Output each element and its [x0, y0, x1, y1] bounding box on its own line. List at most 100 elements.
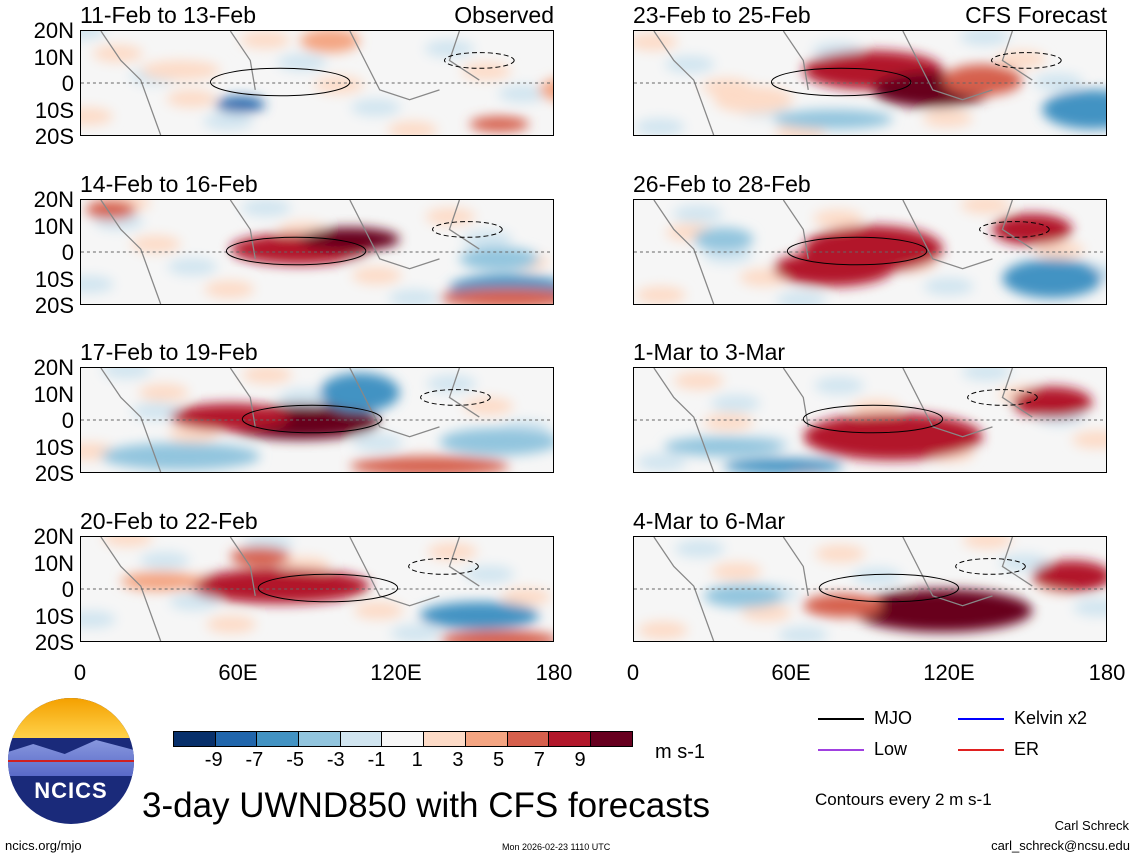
lat-tick: 10S: [34, 97, 74, 123]
colorbar-label: -3: [326, 749, 345, 771]
wind-anomaly: [1042, 89, 1106, 130]
wind-anomaly: [723, 458, 844, 472]
lat-tick: 0: [61, 71, 74, 96]
lat-tick: 20N: [33, 524, 74, 549]
panel-tag: Observed: [454, 2, 554, 28]
colorbar-label: -7: [245, 749, 264, 771]
lat-tick: 10N: [33, 213, 74, 239]
footer-author: Carl Schreck: [1054, 818, 1129, 833]
wind-anomaly: [319, 372, 400, 413]
lon-tick: 60E: [218, 660, 258, 685]
footer-email[interactable]: carl_schreck@ncsu.edu: [991, 838, 1130, 853]
lat-tick: 10S: [34, 603, 74, 629]
wind-anomaly: [300, 227, 400, 252]
lon-tick: 120E: [370, 660, 422, 685]
colorbar-swatch: [382, 732, 425, 746]
colorbar-swatch: [424, 732, 466, 746]
coastline: [653, 537, 1033, 641]
wind-anomaly: [230, 546, 291, 567]
lat-tick: 20S: [34, 124, 74, 149]
legend-mjo: MJO: [818, 708, 912, 729]
lon-tick: 180: [1088, 660, 1126, 685]
panel-title: 17-Feb to 19-Feb: [80, 339, 258, 365]
wind-anomaly: [459, 247, 540, 271]
coastline: [100, 537, 480, 641]
wind-anomaly: [439, 427, 553, 456]
wind-anomaly: [693, 227, 754, 252]
panel-tag: CFS Forecast: [965, 2, 1107, 28]
wind-anomaly: [773, 251, 893, 287]
wind-anomaly: [100, 442, 261, 471]
panel-title: 1-Mar to 3-Mar: [633, 339, 786, 365]
wind-anomaly: [1002, 258, 1103, 299]
map-panel: [80, 367, 554, 473]
panel-title: 11-Feb to 13-Feb: [80, 2, 257, 28]
lat-tick: 20N: [33, 187, 74, 212]
colorbar-swatch: [549, 732, 591, 746]
lat-tick: 10N: [33, 381, 74, 407]
legend-kelvin: Kelvin x2: [958, 708, 1087, 729]
figure-title: 3-day UWND850 with CFS forecasts: [142, 786, 710, 825]
coastline: [100, 368, 480, 472]
colorbar-label: -9: [204, 749, 223, 771]
wind-anomaly: [419, 601, 540, 630]
wind-anomaly: [703, 584, 784, 608]
colorbar-label: -1: [367, 749, 386, 771]
coastline: [653, 368, 1033, 472]
panel-title: 4-Mar to 6-Mar: [633, 508, 786, 534]
lon-tick: 60E: [771, 660, 811, 685]
panel-title: 23-Feb to 25-Feb: [633, 2, 811, 28]
colorbar-swatch: [340, 732, 383, 746]
colorbar-label: 7: [533, 749, 545, 771]
wind-anomaly: [140, 60, 221, 81]
ncics-logo: NCICS: [8, 698, 134, 824]
colorbar-label: 5: [493, 749, 505, 771]
coastline: [653, 200, 1033, 304]
wind-anomaly: [803, 593, 883, 618]
colorbar-swatch: [257, 732, 300, 746]
map-panel: [80, 199, 554, 305]
wind-anomaly: [1012, 386, 1093, 419]
footer-timestamp: Mon 2026-02-23 1110 UTC: [502, 842, 611, 852]
panel-title: 26-Feb to 28-Feb: [633, 171, 811, 197]
wind-anomaly: [853, 589, 1033, 633]
wind-anomaly: [663, 436, 784, 457]
colorbar-swatch: [465, 732, 508, 746]
footer-url[interactable]: ncics.org/mjo: [5, 838, 82, 853]
wind-anomaly: [85, 200, 136, 220]
wind-anomaly: [469, 116, 530, 133]
colorbar-swatch: [174, 732, 216, 746]
wind-anomaly: [773, 109, 893, 130]
lat-tick: 10N: [33, 44, 74, 70]
lat-tick: 0: [61, 408, 74, 433]
colorbar-label: 9: [574, 749, 586, 771]
lon-tick: 180: [535, 660, 573, 685]
coastline: [100, 200, 480, 304]
wind-anomaly: [992, 213, 1073, 246]
lat-tick: 10S: [34, 266, 74, 292]
coastline: [653, 31, 1033, 135]
wind-anomaly: [539, 79, 553, 101]
lat-tick: 20N: [33, 18, 74, 43]
contour-note: Contours every 2 m s-1: [815, 790, 992, 809]
wind-anomaly: [803, 413, 983, 461]
map-panel: [633, 367, 1107, 473]
lat-tick: 20N: [33, 355, 74, 380]
lat-tick: 10N: [33, 550, 74, 576]
wind-anomaly: [439, 630, 553, 641]
colorbar-label: 1: [411, 749, 423, 771]
colorbar-swatch: [590, 732, 632, 746]
lon-tick: 120E: [923, 660, 975, 685]
colorbar-swatch: [215, 732, 258, 746]
wind-anomaly: [349, 456, 510, 472]
wind-anomaly: [439, 288, 553, 304]
lat-tick: 20S: [34, 461, 74, 486]
lat-tick: 0: [61, 240, 74, 265]
legend-low: Low: [818, 739, 907, 760]
colorbar-swatch: [299, 732, 341, 746]
wind-anomaly: [215, 96, 266, 113]
wind-anomaly: [300, 31, 360, 53]
lat-tick: 10S: [34, 434, 74, 460]
map-panel: [633, 30, 1107, 136]
